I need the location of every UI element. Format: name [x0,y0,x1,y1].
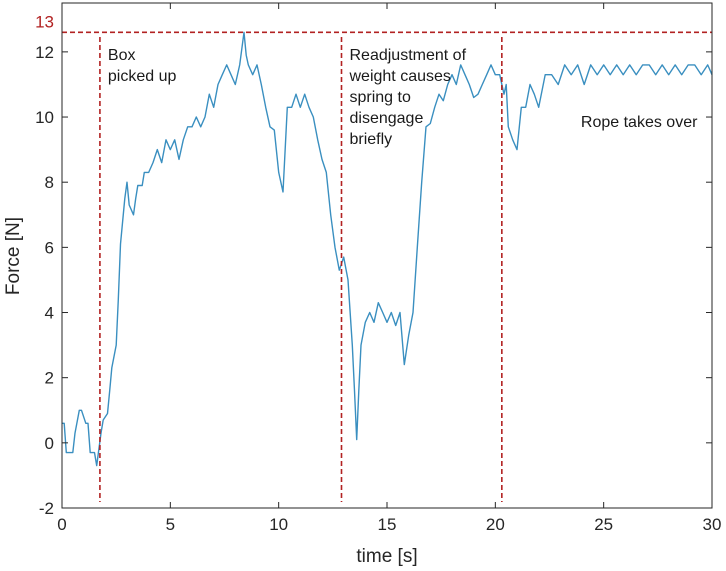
y-axis-ticks: -2 0 2 4 6 8 10 12 [35,43,712,518]
event-label-line: Box [108,47,136,64]
x-axis-label: time [s] [356,546,417,567]
event-label-line: spring to [350,89,411,106]
event-lines [99,37,503,502]
y-tick-label: 2 [45,369,54,388]
event-label-line: disengage [350,110,424,127]
x-tick-label: 0 [57,515,66,534]
x-tick-label: 30 [703,515,722,534]
annotation-0: Rope takes over [581,114,698,131]
annotations: Box picked up Readjustment of weight causes… [108,47,698,148]
reference-line-group: 13 [35,12,712,34]
event-label-line: Readjustment of [350,47,467,64]
x-tick-label: 20 [486,515,505,534]
event-label-1: Readjustment of weight causes spring to dis… [349,47,467,148]
series-layer [62,31,713,467]
event-label-0: Box picked up [108,47,177,85]
y-tick-label: 0 [45,434,54,453]
x-axis-ticks: 0 5 10 15 20 25 30 [57,3,721,534]
x-tick-label: 5 [166,515,175,534]
y-tick-label: -2 [39,499,54,518]
event-label-line: picked up [108,68,177,85]
x-tick-label: 25 [594,515,613,534]
y-tick-label: 6 [45,238,54,257]
x-tick-label: 10 [269,515,288,534]
event-label-line: weight causes [349,68,451,85]
y-tick-label: 10 [35,108,54,127]
y-tick-label: 12 [35,43,54,62]
force-series-line-0 [62,31,713,467]
event-label-line: briefly [350,131,393,148]
y-tick-label: 4 [45,304,54,323]
plot-background [62,3,712,508]
y-axis-label: Force [N] [3,217,24,295]
reference-line-label: 13 [35,12,54,31]
x-tick-label: 15 [378,515,397,534]
y-tick-label: 8 [45,173,54,192]
